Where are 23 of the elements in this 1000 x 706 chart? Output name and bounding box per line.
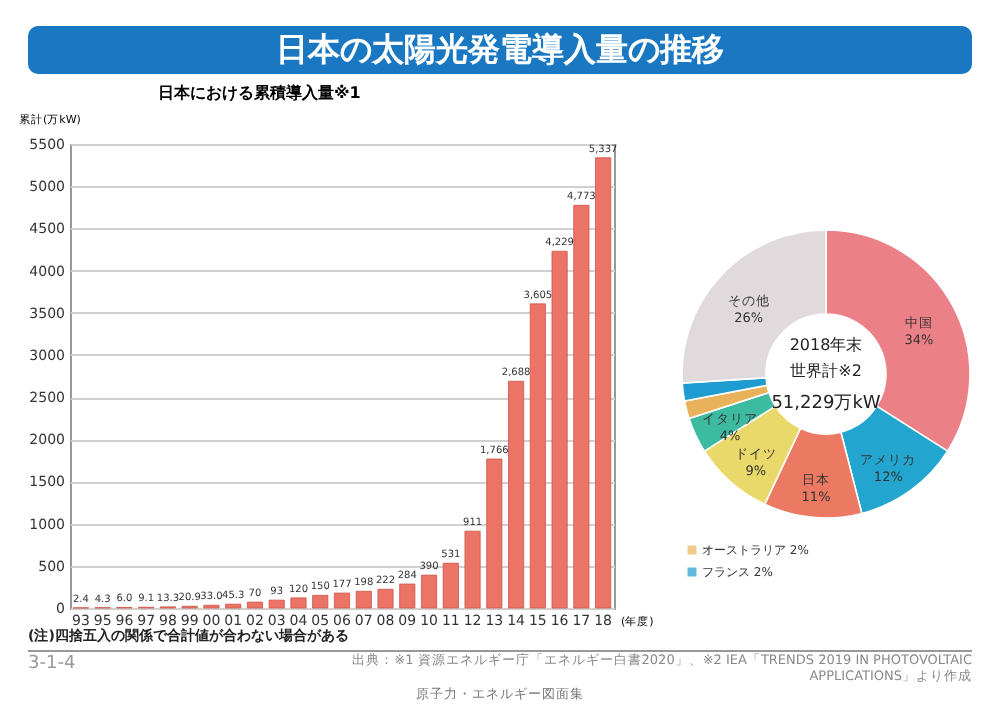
bar: [268, 599, 285, 609]
text: 3-1-4: [28, 654, 76, 674]
text: 世界計※2: [790, 362, 862, 380]
bar: [551, 250, 568, 609]
bar: [486, 458, 503, 609]
chart-title: 日本の太陽光発電導入量の推移: [28, 26, 972, 74]
bar: [246, 601, 263, 609]
bar: [399, 583, 416, 609]
chart-subtitle: 日本における累積導入量※1: [158, 84, 362, 102]
text: 51,229万kW: [771, 394, 881, 414]
bar: [508, 380, 525, 609]
bar: [333, 592, 351, 609]
bar: [442, 562, 459, 609]
bar: [573, 204, 590, 609]
bar: [312, 594, 329, 609]
bar: [290, 597, 307, 609]
bar: [421, 574, 438, 609]
bar: [355, 590, 372, 609]
bar: [464, 530, 481, 609]
bar: [529, 303, 546, 609]
text: 2018年末: [789, 336, 863, 354]
bar: [377, 588, 394, 609]
bar: [595, 157, 612, 609]
